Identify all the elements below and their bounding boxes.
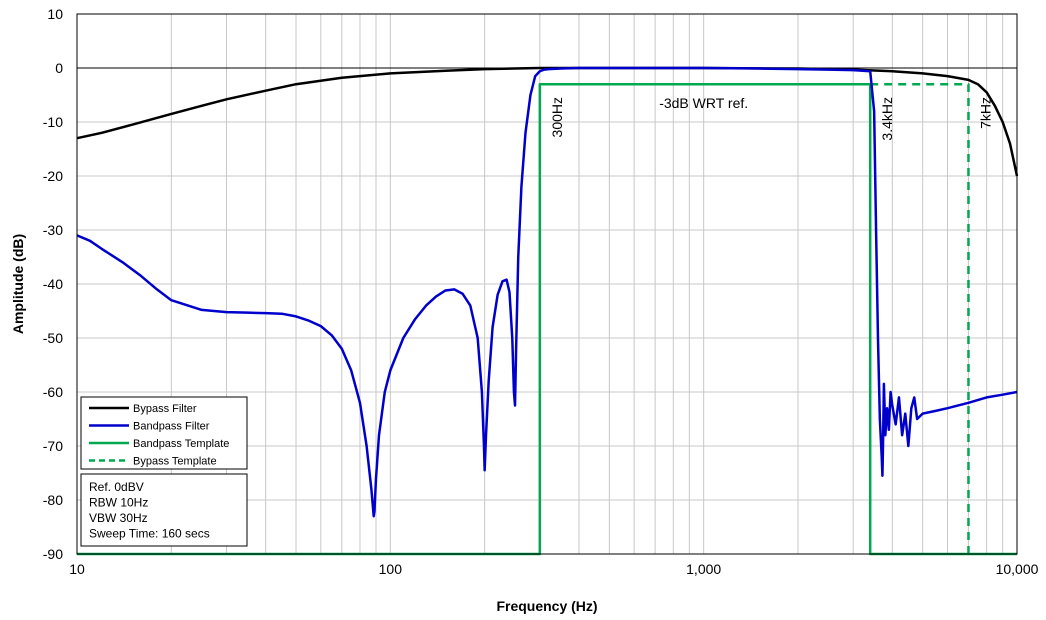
axis-tick-labels: 10 100 1,000 10,000100-10-20-30-40-50-60-70…: [43, 6, 1039, 577]
info-box-line: Sweep Time: 160 secs: [89, 527, 210, 541]
info-box-frame: [80, 473, 248, 547]
y-axis-title: Amplitude (dB): [10, 234, 26, 334]
y-tick-label: -60: [43, 384, 63, 400]
y-tick-label: -40: [43, 276, 63, 292]
y-tick-label: 10: [47, 6, 63, 22]
legend: Bypass Filter Bandpass Filter Bandpass Tem…: [80, 396, 248, 470]
annotation-ann-3db: -3dB WRT ref.: [659, 95, 748, 111]
y-tick-label: -80: [43, 492, 63, 508]
plot-area-frame: [76, 13, 1018, 555]
legend-entry-label: Bandpass Template: [133, 438, 229, 450]
annotation-ann-7k: 7kHz: [977, 97, 993, 129]
info-box-line: VBW 30Hz: [89, 511, 148, 525]
x-axis-title: Frequency (Hz): [496, 598, 597, 614]
y-tick-label: -30: [43, 222, 63, 238]
grid-lines: [77, 14, 1017, 554]
x-tick-label: 1,000: [686, 561, 721, 577]
annotation-ann-3k4: 3.4kHz: [879, 97, 895, 141]
y-tick-label: -90: [43, 546, 63, 562]
info-box-line: Ref. 0dBV: [89, 480, 144, 494]
series-line-bandpass-filter: [76, 66, 1018, 518]
annotations: -3dB WRT ref. 300Hz 3.4kHz 7kHz: [549, 95, 994, 140]
legend-entry-label: Bypass Filter: [133, 403, 197, 415]
x-tick-label: 100: [379, 561, 403, 577]
info-box-line: RBW 10Hz: [89, 496, 148, 510]
y-tick-label: -10: [43, 114, 63, 130]
series-line-bypass-template: [870, 82, 970, 554]
y-tick-label: -20: [43, 168, 63, 184]
y-tick-label: -70: [43, 438, 63, 454]
annotation-ann-300: 300Hz: [549, 97, 565, 137]
legend-entry-label: Bypass Template: [133, 456, 217, 468]
x-tick-label: 10,000: [996, 561, 1039, 577]
y-tick-label: 0: [55, 60, 63, 76]
y-tick-label: -50: [43, 330, 63, 346]
legend-entry-label: Bandpass Filter: [133, 421, 210, 433]
x-tick-label: 10: [69, 561, 85, 577]
